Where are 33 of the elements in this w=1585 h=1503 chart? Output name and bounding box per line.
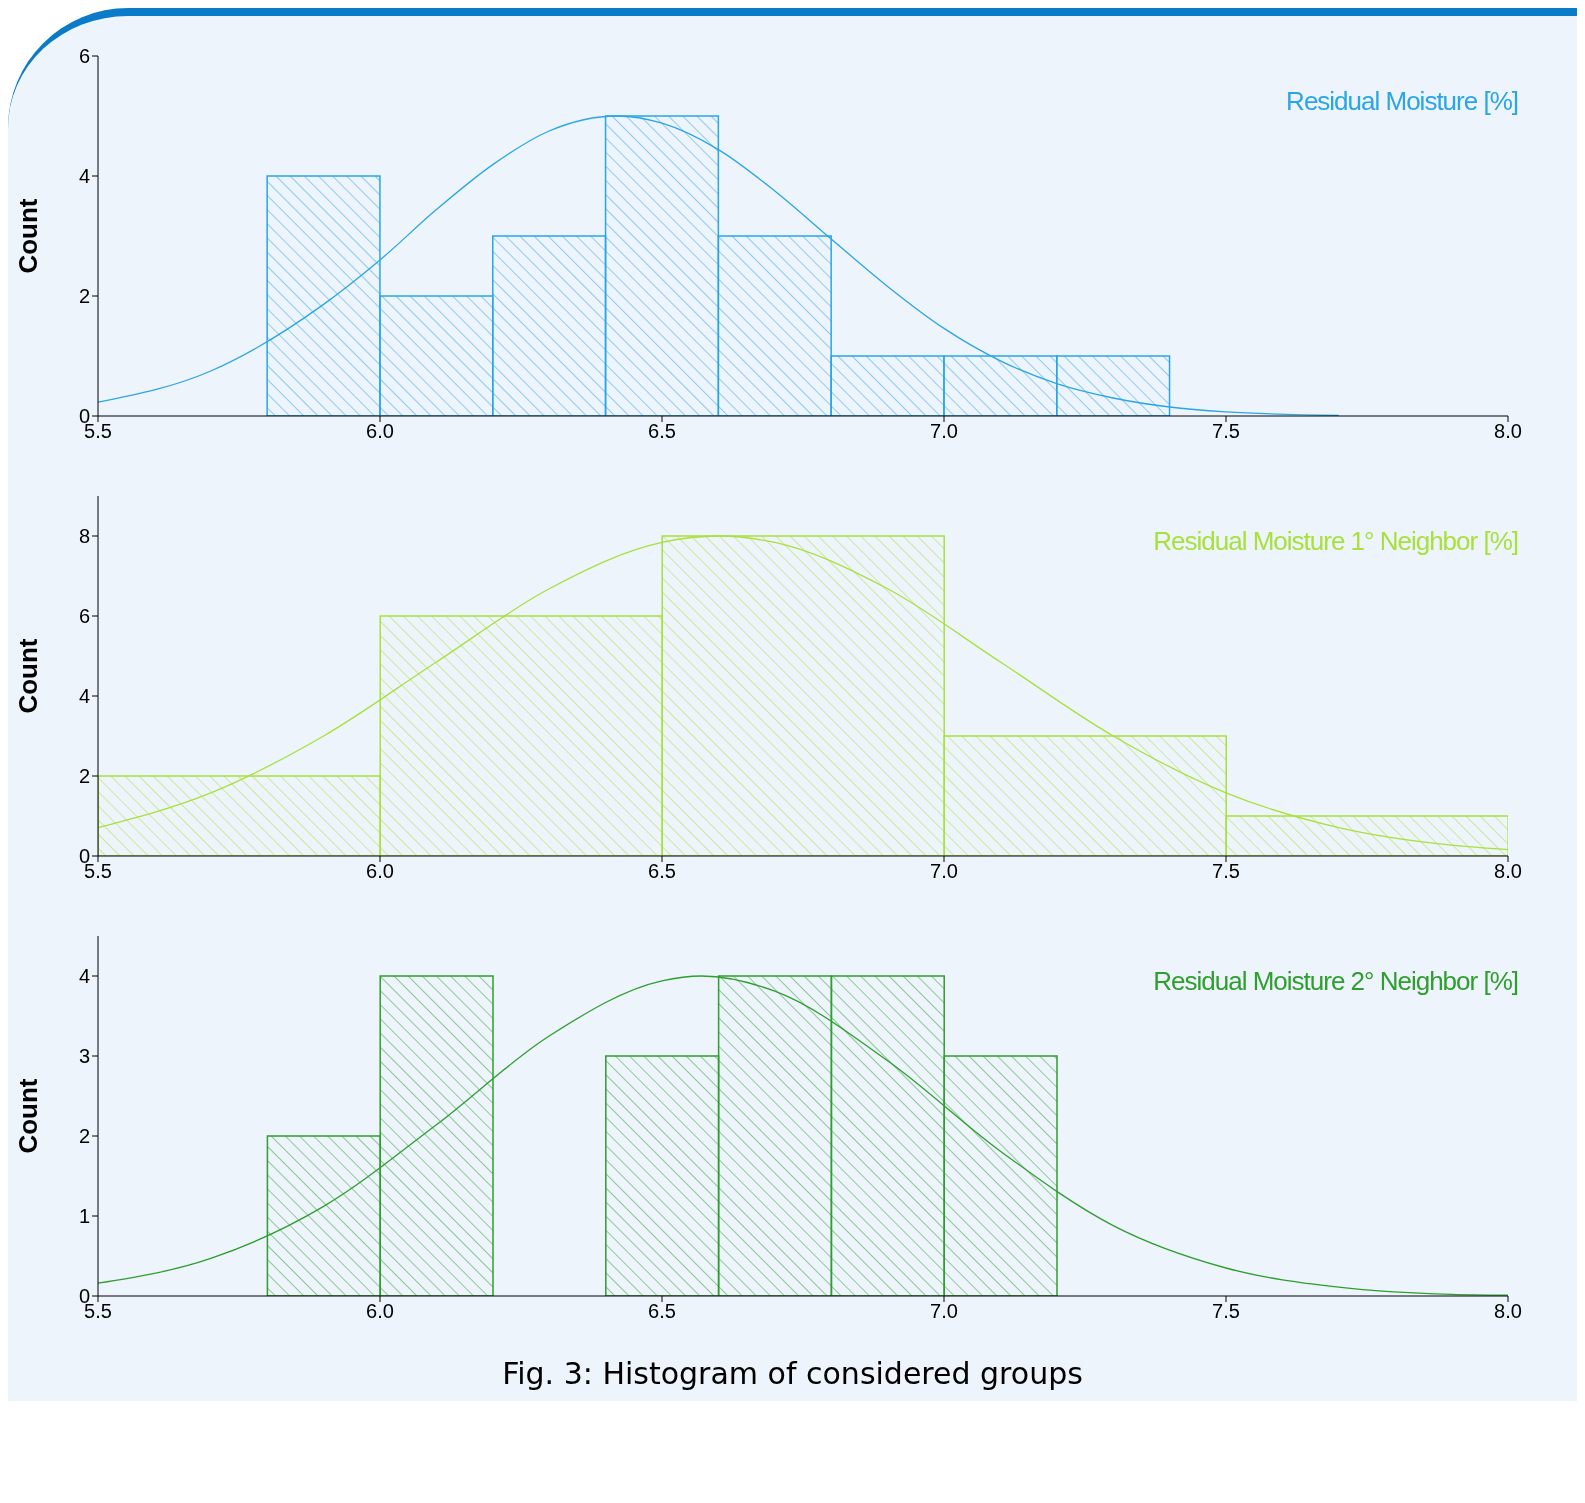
text: Residual Moisture 1° Neighbor [%] bbox=[1153, 526, 1518, 557]
y-tick-label: 4 bbox=[78, 965, 90, 988]
x-tick-label: 7.5 bbox=[1212, 860, 1240, 883]
x-tick-label: 7.5 bbox=[1212, 1300, 1240, 1323]
x-tick-label: 7.0 bbox=[930, 1300, 958, 1323]
x-tick-label: 6.0 bbox=[366, 860, 394, 883]
y-tick-label: 8 bbox=[78, 525, 90, 548]
y-tick-label: 6 bbox=[78, 45, 90, 68]
y-tick-label: 4 bbox=[78, 685, 90, 708]
x-tick-label: 6.5 bbox=[648, 420, 676, 443]
y-axis-title: Count bbox=[13, 638, 44, 714]
y-axis-title: Count bbox=[13, 198, 44, 274]
x-tick-label: 7.5 bbox=[1212, 420, 1240, 443]
x-tick-label: 7.0 bbox=[930, 860, 958, 883]
y-tick-label: 2 bbox=[78, 285, 90, 308]
text: Residual Moisture [%] bbox=[1286, 86, 1518, 117]
y-axis-title: Count bbox=[13, 1078, 44, 1154]
x-tick-label: 6.0 bbox=[366, 420, 394, 443]
y-tick-label: 6 bbox=[78, 605, 90, 628]
y-tick-label: 2 bbox=[78, 765, 90, 788]
x-tick-label: 6.0 bbox=[366, 1300, 394, 1323]
text: Residual Moisture 2° Neighbor [%] bbox=[1153, 966, 1518, 997]
x-tick-label: 6.5 bbox=[648, 1300, 676, 1323]
x-tick-label: 6.5 bbox=[648, 860, 676, 883]
x-tick-label: 8.0 bbox=[1494, 420, 1522, 443]
x-tick-label: 8.0 bbox=[1494, 860, 1522, 883]
x-tick-label: 7.0 bbox=[930, 420, 958, 443]
y-tick-label: 3 bbox=[78, 1045, 90, 1068]
y-tick-label: 4 bbox=[78, 165, 90, 188]
x-tick-label: 8.0 bbox=[1494, 1300, 1522, 1323]
y-tick-label: 1 bbox=[78, 1205, 90, 1228]
y-tick-label: 2 bbox=[78, 1125, 90, 1148]
caption: Fig. 3: Histogram of considered groups bbox=[501, 1356, 1084, 1391]
